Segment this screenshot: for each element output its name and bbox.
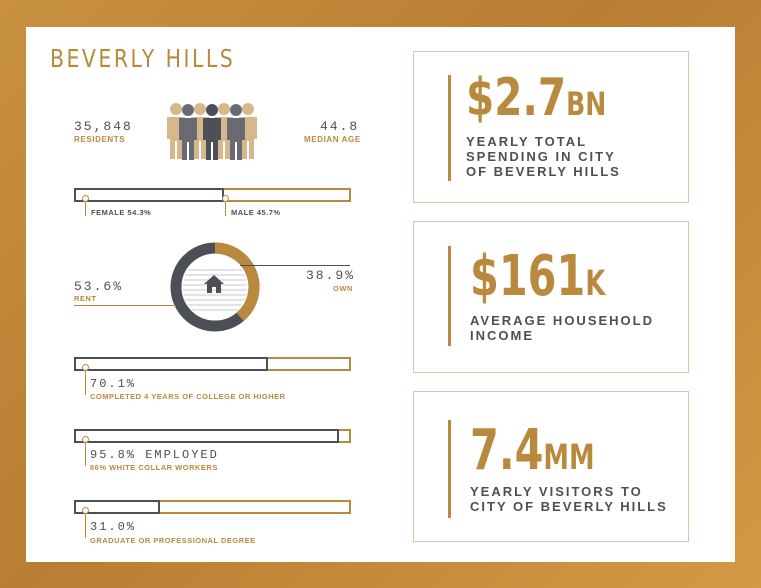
stat-box-visitors: 7.4MM YEARLY VISITORS TO CITY OF BEVERLY… xyxy=(413,391,689,542)
degree-label: GRADUATE OR PROFESSIONAL DEGREE xyxy=(90,536,256,545)
stat-spending-number: $2.7BN xyxy=(466,68,606,128)
employment-pin xyxy=(82,436,89,466)
own-leader-line xyxy=(240,265,350,266)
desc-line: AVERAGE HOUSEHOLD xyxy=(470,313,654,328)
female-pin xyxy=(82,195,89,216)
people-group-icon xyxy=(167,103,257,160)
desc-line: OF BEVERLY HILLS xyxy=(466,164,621,179)
desc-line: INCOME xyxy=(470,328,534,343)
own-arc xyxy=(214,242,260,322)
college-value: 70.1% xyxy=(90,377,137,391)
page-title: BEVERLY HILLS xyxy=(50,44,236,73)
own-value: 38.9% xyxy=(306,268,356,283)
stat-income-suffix: K xyxy=(585,264,606,304)
median-age-label: MEDIAN AGE xyxy=(304,135,361,144)
stat-box-spending: $2.7BN YEARLY TOTAL SPENDING IN CITY OF … xyxy=(413,51,689,203)
house-icon xyxy=(204,275,224,293)
employment-bar xyxy=(74,429,351,443)
desc-line: SPENDING IN CITY xyxy=(466,149,616,164)
stat-visitors-value: 7.4 xyxy=(470,418,544,483)
female-label: FEMALE 54.3% xyxy=(91,208,152,217)
rent-label: RENT xyxy=(74,294,97,303)
male-label: MALE 45.7% xyxy=(231,208,281,217)
degree-bar-fill xyxy=(74,500,160,514)
own-label: OWN xyxy=(333,284,353,293)
stat-accent-line xyxy=(448,420,451,518)
college-bar xyxy=(74,357,351,371)
desc-line: YEARLY TOTAL xyxy=(466,134,588,149)
degree-value: 31.0% xyxy=(90,520,137,534)
stat-income-number: $161K xyxy=(470,244,605,309)
desc-line: YEARLY VISITORS TO xyxy=(470,484,643,499)
college-bar-fill xyxy=(74,357,268,371)
male-pin xyxy=(222,195,229,216)
desc-line: CITY OF BEVERLY HILLS xyxy=(470,499,668,514)
college-label: COMPLETED 4 YEARS OF COLLEGE OR HIGHER xyxy=(90,392,286,401)
residents-label: RESIDENTS xyxy=(74,135,126,144)
college-pin xyxy=(82,364,89,395)
stat-income-desc: AVERAGE HOUSEHOLD INCOME xyxy=(470,313,654,343)
stat-accent-line xyxy=(448,246,451,346)
rent-leader-line xyxy=(74,305,176,306)
stat-spending-value: $2.7 xyxy=(466,68,567,128)
rent-value: 53.6% xyxy=(74,279,124,294)
stat-spending-suffix: BN xyxy=(566,85,607,123)
stat-visitors-suffix: MM xyxy=(543,438,595,478)
stat-box-income: $161K AVERAGE HOUSEHOLD INCOME xyxy=(413,221,689,373)
gender-bar xyxy=(74,188,351,202)
degree-bar xyxy=(74,500,351,514)
stat-spending-desc: YEARLY TOTAL SPENDING IN CITY OF BEVERLY… xyxy=(466,134,621,179)
housing-donut-chart xyxy=(170,242,260,332)
residents-value: 35,848 xyxy=(74,119,133,134)
stat-income-value: $161 xyxy=(470,244,586,309)
stat-visitors-number: 7.4MM xyxy=(470,418,595,483)
degree-pin xyxy=(82,507,89,538)
gender-bar-female-fill xyxy=(74,188,224,202)
median-age-value: 44.8 xyxy=(320,119,360,134)
employment-bar-fill xyxy=(74,429,339,443)
stat-visitors-desc: YEARLY VISITORS TO CITY OF BEVERLY HILLS xyxy=(470,484,668,514)
employment-value: 95.8% EMPLOYED xyxy=(90,448,219,462)
stat-accent-line xyxy=(448,75,451,181)
employment-label: 86% WHITE COLLAR WORKERS xyxy=(90,463,218,472)
